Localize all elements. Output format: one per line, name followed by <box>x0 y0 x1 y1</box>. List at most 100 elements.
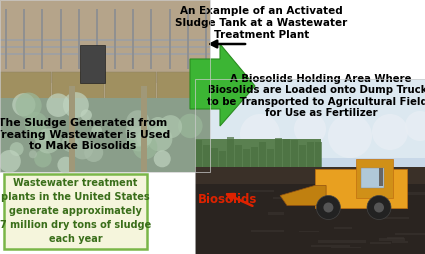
Bar <box>114 9 116 69</box>
Circle shape <box>154 150 171 167</box>
Bar <box>314 169 407 208</box>
Bar <box>391 241 408 243</box>
Text: An Example of an Activated
Sludge Tank at a Wastewater
Treatment Plant: An Example of an Activated Sludge Tank a… <box>175 6 348 40</box>
Circle shape <box>126 139 136 149</box>
Circle shape <box>57 157 74 173</box>
Bar <box>298 190 333 192</box>
Bar <box>0 0 210 172</box>
Bar <box>251 147 258 173</box>
Bar <box>379 168 383 185</box>
Bar <box>150 9 153 69</box>
Circle shape <box>40 133 48 142</box>
Polygon shape <box>190 44 255 126</box>
Bar <box>268 212 283 215</box>
Bar <box>403 192 425 195</box>
Circle shape <box>148 117 167 136</box>
Bar <box>203 145 210 173</box>
Bar <box>0 72 51 100</box>
Bar <box>299 145 306 173</box>
Bar <box>195 79 425 254</box>
Bar <box>227 137 234 173</box>
Circle shape <box>16 92 42 119</box>
Bar <box>187 9 189 69</box>
Bar <box>250 190 274 192</box>
Circle shape <box>34 150 52 167</box>
Bar <box>0 46 210 48</box>
Polygon shape <box>280 185 326 205</box>
Circle shape <box>323 202 333 213</box>
Circle shape <box>367 196 391 219</box>
Circle shape <box>29 150 37 158</box>
Bar <box>0 53 210 55</box>
Circle shape <box>374 202 384 213</box>
Bar <box>259 142 266 173</box>
Bar <box>369 242 391 244</box>
Circle shape <box>46 93 70 117</box>
Circle shape <box>10 142 24 156</box>
Bar <box>60 9 62 69</box>
Bar <box>318 241 366 243</box>
Bar <box>0 0 210 83</box>
Bar <box>211 148 218 173</box>
Circle shape <box>147 126 173 152</box>
Bar <box>235 145 242 173</box>
Circle shape <box>240 114 280 154</box>
Bar <box>132 9 134 69</box>
Circle shape <box>372 114 408 150</box>
Circle shape <box>62 135 79 152</box>
Circle shape <box>294 113 326 145</box>
Bar <box>53 72 104 100</box>
Bar <box>275 137 282 173</box>
Circle shape <box>91 125 102 136</box>
Bar <box>332 247 361 248</box>
Bar <box>105 72 156 100</box>
Circle shape <box>12 93 35 116</box>
Circle shape <box>136 131 152 146</box>
Circle shape <box>35 129 60 153</box>
Text: The Sludge Generated from
Treating Wastewater is Used
to Make Biosolids: The Sludge Generated from Treating Waste… <box>0 118 170 151</box>
Bar <box>69 86 75 172</box>
Bar <box>251 230 284 232</box>
Bar <box>356 159 393 198</box>
Text: Wastewater treatment
plants in the United States
generate approximately
7 millio: Wastewater treatment plants in the Unite… <box>0 179 151 244</box>
Circle shape <box>126 110 150 134</box>
Bar <box>296 200 314 202</box>
Bar <box>267 149 274 173</box>
Circle shape <box>129 127 148 147</box>
Circle shape <box>0 150 21 172</box>
Bar <box>141 86 147 172</box>
Circle shape <box>316 196 340 219</box>
Bar <box>200 198 246 199</box>
Bar <box>205 9 207 69</box>
Bar <box>5 9 7 69</box>
Text: A Biosolids Holding Area Where
Biosolids are Loaded onto Dump Trucks
to be Trans: A Biosolids Holding Area Where Biosolids… <box>207 74 425 118</box>
Bar <box>334 227 352 229</box>
Circle shape <box>81 109 92 121</box>
Circle shape <box>63 92 89 118</box>
Circle shape <box>159 115 182 138</box>
Bar <box>395 233 425 235</box>
Bar <box>299 231 319 232</box>
Bar <box>195 79 425 254</box>
Circle shape <box>405 111 425 141</box>
Text: Biosolids: Biosolids <box>198 193 257 206</box>
Bar <box>195 167 425 184</box>
Bar <box>195 79 425 158</box>
Circle shape <box>178 114 203 138</box>
Bar <box>80 45 105 83</box>
Bar <box>0 39 210 41</box>
Bar <box>78 9 80 69</box>
Circle shape <box>32 130 43 140</box>
Circle shape <box>84 143 103 162</box>
Bar <box>41 9 43 69</box>
Circle shape <box>127 127 151 151</box>
Bar <box>195 181 425 254</box>
Bar <box>96 9 98 69</box>
Circle shape <box>72 138 94 160</box>
Bar <box>273 197 316 199</box>
Bar <box>195 140 202 173</box>
Bar <box>334 204 375 206</box>
Bar <box>158 72 209 100</box>
Bar <box>169 9 170 69</box>
Bar <box>283 139 290 173</box>
